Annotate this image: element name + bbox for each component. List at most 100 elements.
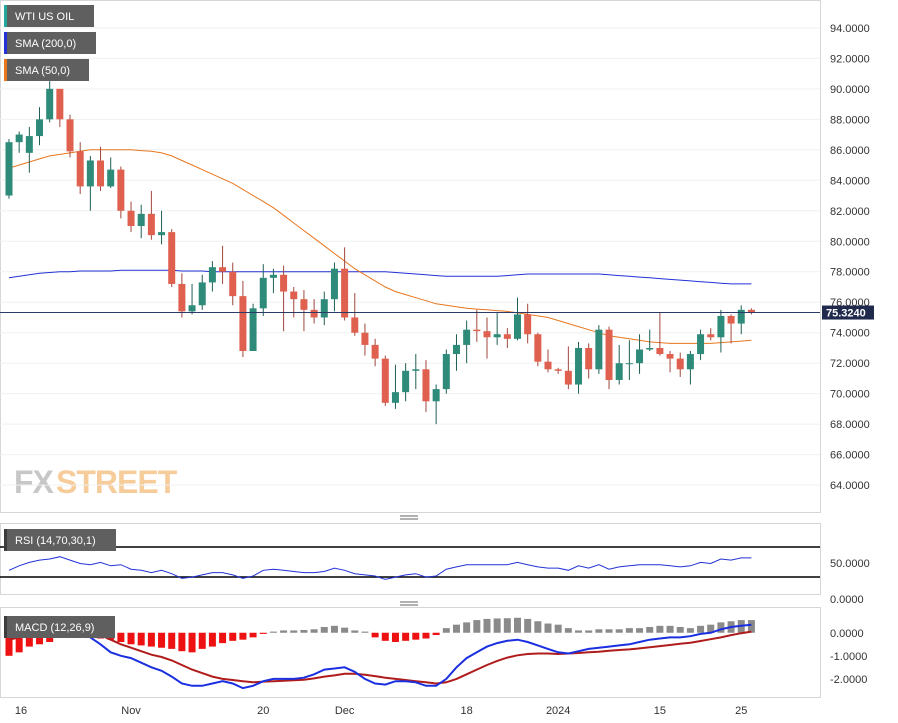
macd-hist-bar [646, 626, 654, 633]
candle-body [56, 88, 64, 120]
legend-sma200[interactable]: SMA (200,0) [4, 32, 96, 54]
candle-body [625, 363, 633, 365]
candle-body [310, 309, 318, 318]
candle [391, 364, 399, 409]
macd-hist-bar [554, 624, 562, 633]
candle-body [117, 169, 125, 211]
price-axis: 94.0000 92.0000 90.0000 88.0000 86.0000 84.00… [830, 23, 870, 492]
macd-hist-bar [442, 628, 450, 633]
sma50-line [8, 149, 752, 344]
candle-body [686, 354, 694, 370]
macd-hist-bar [158, 632, 166, 648]
macd-hist-bar [391, 632, 399, 642]
candle-body [463, 329, 471, 345]
macd-hist-bar [585, 630, 593, 633]
candle [666, 351, 674, 373]
macd-hist-bar [147, 632, 155, 647]
candle [412, 354, 420, 390]
macd-hist-bar [544, 623, 552, 633]
legend-macd[interactable]: MACD (12,26,9) [4, 616, 115, 638]
candle [97, 146, 105, 191]
candle-body [544, 361, 552, 370]
candle [239, 280, 247, 358]
price-tick-label: 86.0000 [830, 145, 870, 157]
price-tick-label: 72.0000 [830, 358, 870, 370]
candle [351, 293, 359, 336]
macd-hist-bar [595, 629, 603, 633]
price-tick-label: 80.0000 [830, 236, 870, 248]
macd-hist-bar [15, 632, 23, 653]
macd-hist-bar [656, 625, 664, 633]
rsi-tick-50: 50.0000 [830, 558, 870, 570]
x-tick-label: Nov [121, 705, 141, 717]
candle [442, 349, 450, 394]
candle [381, 355, 389, 406]
candle-body [636, 349, 644, 364]
legend-wti-label: WTI US OIL [15, 11, 74, 23]
macd-hist-bar [422, 632, 430, 639]
candle [341, 247, 349, 321]
candle-body [46, 88, 54, 120]
candle [36, 107, 44, 146]
legend-sma50[interactable]: SMA (50,0) [4, 59, 89, 81]
candle-body [534, 334, 542, 362]
candle-body [554, 369, 562, 371]
macd-hist-bar [198, 632, 206, 649]
candle [188, 283, 196, 315]
x-axis: 16 Nov 20 Dec 18 2024 15 25 [15, 705, 747, 717]
candle [158, 210, 166, 245]
candle [707, 328, 715, 341]
candle [147, 190, 155, 240]
macd-hist-bar [707, 624, 715, 633]
candle-body [127, 210, 135, 227]
candle [229, 262, 237, 306]
legend-wti[interactable]: WTI US OIL [4, 5, 94, 27]
candle [371, 338, 379, 367]
price-panel-frame [0, 0, 821, 513]
macd-hist-bar [747, 620, 755, 633]
resize-handle-macd[interactable] [400, 601, 418, 606]
candle [117, 166, 125, 219]
candle [361, 323, 369, 356]
candle-body [381, 358, 389, 403]
candle-body [239, 296, 247, 352]
macd-signal-line [8, 627, 752, 685]
candle-body [605, 329, 613, 380]
candle-body [371, 344, 379, 359]
macd-hist-bar [219, 632, 227, 644]
price-tick-label: 90.0000 [830, 84, 870, 96]
macd-hist-bar [615, 629, 623, 633]
candle-body [147, 213, 155, 236]
resize-handle-rsi[interactable] [400, 515, 418, 520]
candle-body [442, 354, 450, 390]
candle-body [341, 268, 349, 318]
rsi-layer [8, 556, 752, 580]
macd-hist-bar [300, 629, 308, 633]
macd-hist-bar [280, 630, 288, 633]
x-tick-label: Dec [335, 705, 355, 717]
legend-rsi[interactable]: RSI (14,70,30,1) [4, 529, 116, 551]
price-tick-label: 64.0000 [830, 480, 870, 492]
svg-text:STREET: STREET [56, 464, 178, 500]
candle [717, 309, 725, 353]
candle-body [229, 271, 237, 297]
candle-body [656, 347, 664, 355]
candle [473, 309, 481, 342]
candle-body [697, 334, 705, 355]
macd-tick-label: -2.0000 [830, 674, 867, 686]
candle [107, 157, 115, 188]
sma50-layer [8, 149, 752, 344]
last-price-label: 75.3240 [826, 308, 866, 320]
candle [595, 325, 603, 374]
macd-hist-bar [381, 632, 389, 641]
candle-body [351, 317, 359, 333]
candle-body [676, 358, 684, 370]
candle-body [412, 369, 420, 371]
macd-hist-bar [473, 620, 481, 633]
macd-hist-bar [229, 632, 237, 641]
candle [137, 204, 145, 239]
candle [493, 312, 501, 345]
candle [615, 344, 623, 385]
